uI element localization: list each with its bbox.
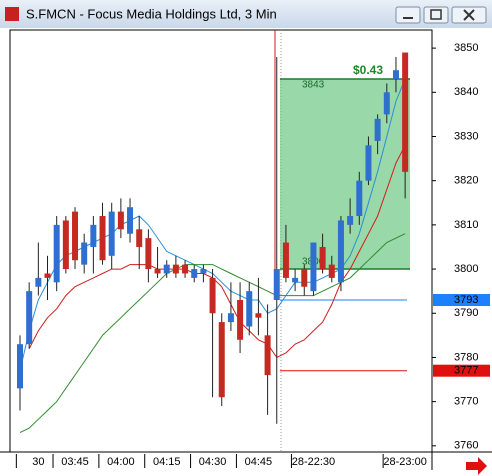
- minimize-button[interactable]: [395, 6, 421, 24]
- trade-top-label: 3843: [302, 80, 325, 91]
- y-tick-label: 3760: [454, 440, 478, 452]
- x-tick-label: 04:45: [245, 456, 273, 468]
- scroll-arrow[interactable]: [466, 457, 487, 475]
- close-icon: [463, 9, 475, 21]
- candle-body: [337, 220, 344, 283]
- y-tick-label: 3820: [454, 175, 478, 187]
- candle-body: [319, 246, 326, 270]
- candle-body: [81, 242, 88, 265]
- candle-body: [17, 344, 23, 389]
- x-tick-label: 28-23:00: [383, 456, 426, 468]
- x-tick-label: 04:30: [199, 456, 227, 468]
- app-icon: [5, 7, 19, 21]
- candle-body: [347, 216, 354, 225]
- maximize-button[interactable]: [423, 6, 449, 24]
- level-tag: [433, 364, 490, 377]
- candle-body: [282, 242, 289, 278]
- level-tag: [433, 293, 490, 306]
- x-tick-label: 04:00: [107, 456, 135, 468]
- x-tick-label: 03:45: [61, 456, 89, 468]
- y-tick-label: 3800: [454, 263, 478, 275]
- y-tick-label: 3830: [454, 130, 478, 142]
- candle-body: [209, 277, 216, 314]
- candle-body: [26, 291, 33, 345]
- candle-body: [383, 92, 390, 115]
- candle-body: [172, 264, 179, 274]
- candle-body: [264, 335, 271, 376]
- candle-body: [191, 269, 198, 278]
- candle-body: [127, 207, 134, 234]
- level-tag-label: 3777: [454, 365, 478, 377]
- candle-body: [356, 180, 363, 217]
- candle-body: [292, 277, 299, 283]
- candle-body: [392, 70, 399, 80]
- candle-body: [273, 269, 280, 300]
- candle-body: [310, 242, 317, 292]
- candle-body: [246, 291, 253, 327]
- candle-body: [53, 224, 60, 283]
- candle-body: [35, 277, 42, 287]
- y-tick-label: 3780: [454, 351, 478, 363]
- candle-body: [62, 220, 69, 270]
- candle-body: [227, 313, 234, 323]
- candle-body: [136, 229, 143, 247]
- candle-body: [218, 322, 225, 398]
- candle-body: [374, 118, 381, 141]
- candle-body: [365, 145, 372, 181]
- y-tick-label: 3790: [454, 307, 478, 319]
- candle-body: [182, 264, 189, 274]
- level-tag-label: 3793: [454, 294, 478, 306]
- window-title: S.FMCN - Focus Media Holdings Ltd, 3 Min: [26, 6, 277, 21]
- y-tick-label: 3850: [454, 42, 478, 54]
- x-tick-label: 30: [32, 456, 44, 468]
- candle-body: [328, 264, 335, 278]
- candle-body: [163, 264, 170, 274]
- candle-body: [72, 211, 79, 261]
- candle-body: [154, 269, 161, 274]
- candle-body: [200, 269, 207, 274]
- y-tick-label: 3810: [454, 219, 478, 231]
- x-tick-label: 04:15: [153, 456, 181, 468]
- maximize-icon: [430, 9, 442, 20]
- candle-body: [117, 211, 124, 230]
- candle-body: [301, 269, 308, 287]
- trade-profit: $0.43: [353, 63, 383, 77]
- candle-body: [108, 211, 115, 256]
- y-tick-label: 3840: [454, 86, 478, 98]
- candle-body: [255, 313, 262, 318]
- candle-body: [90, 224, 97, 247]
- candle-body: [402, 52, 409, 172]
- x-tick-label: 28-22:30: [292, 456, 335, 468]
- window-buttons[interactable]: [395, 6, 487, 24]
- y-tick-label: 3770: [454, 396, 478, 408]
- candle-body: [99, 216, 106, 261]
- candle-body: [237, 299, 244, 340]
- candle-body: [145, 238, 152, 270]
- candle-body: [44, 273, 51, 278]
